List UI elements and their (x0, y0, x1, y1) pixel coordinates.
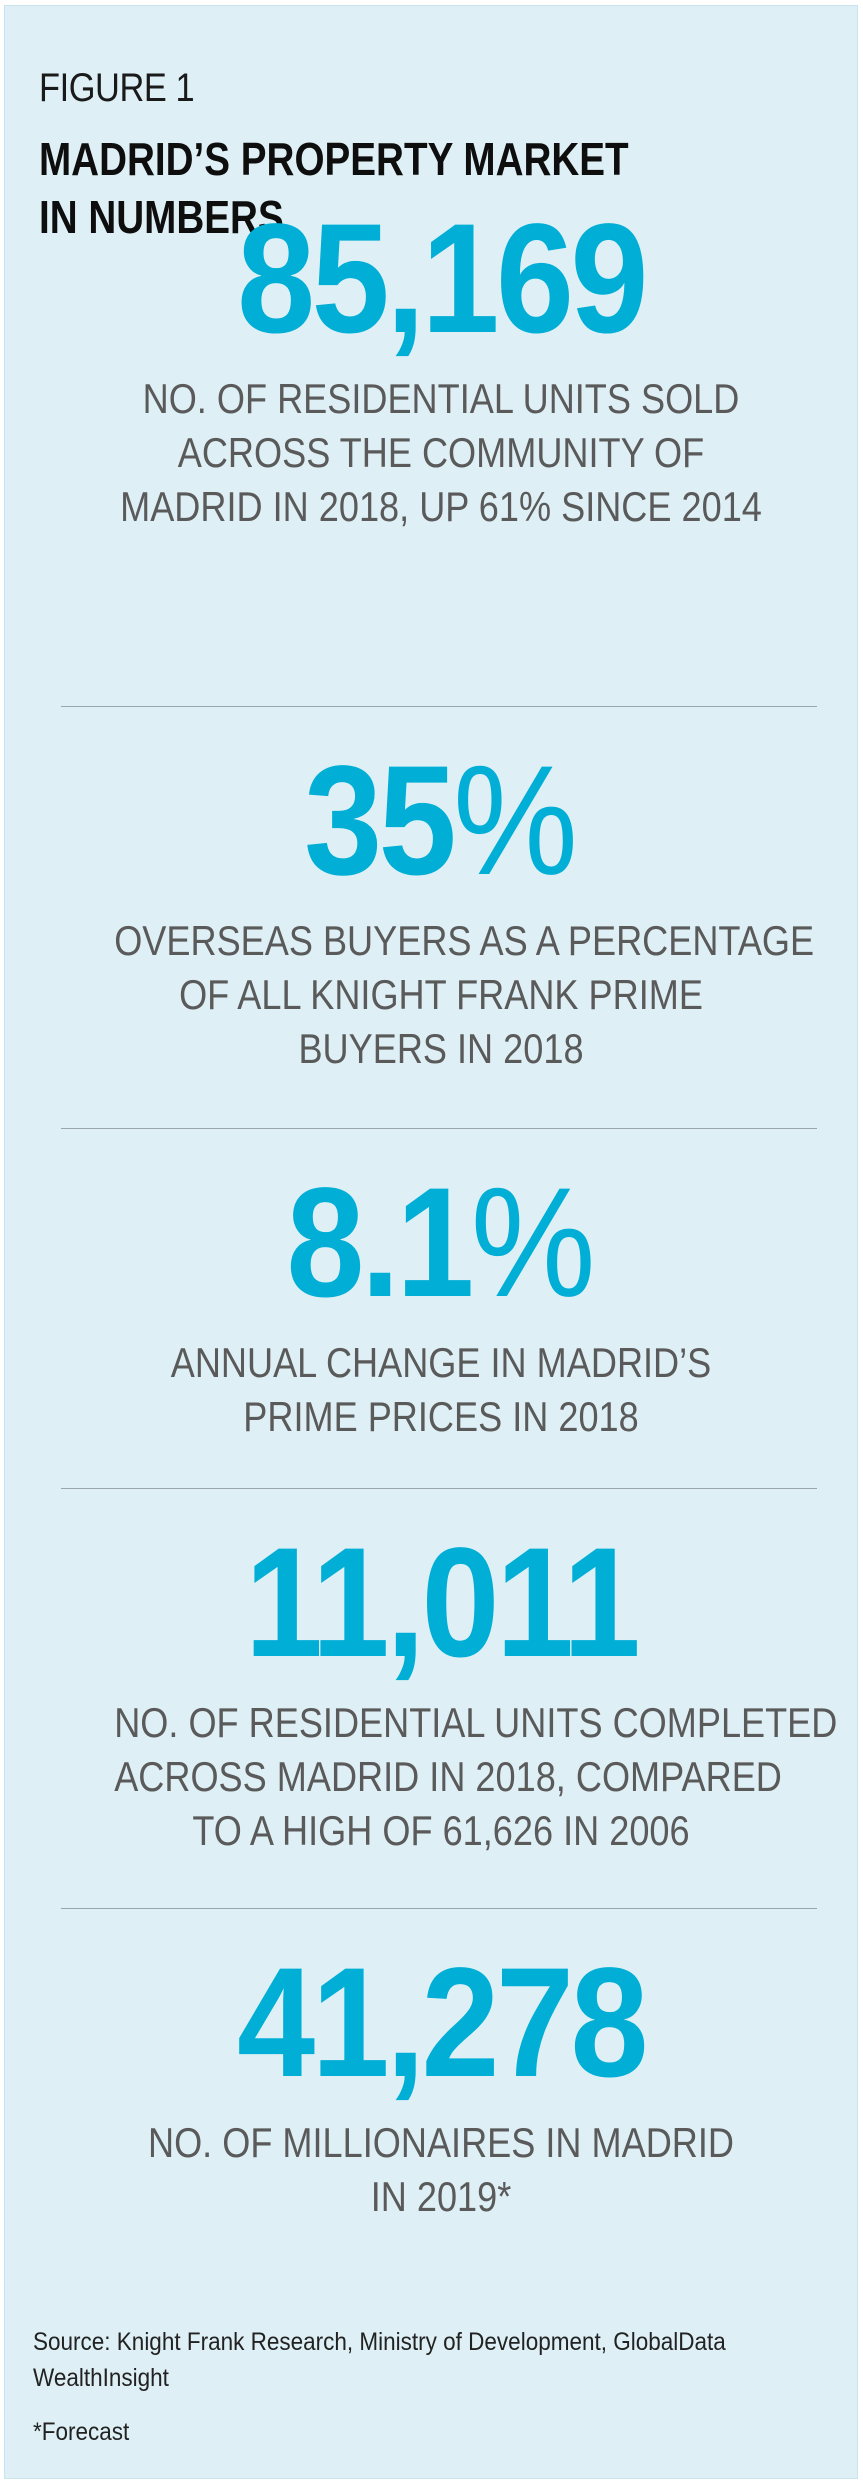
stat-description-line: NO. OF MILLIONAIRES IN MADRID (147, 2119, 735, 2166)
stat-description-line: NO. OF RESIDENTIAL UNITS COMPLETED (114, 1699, 838, 1746)
stat-units-completed: 11,011 NO. OF RESIDENTIAL UNITS COMPLETE… (61, 1525, 838, 1858)
footnote: *Forecast (33, 2418, 130, 2446)
divider (61, 1128, 817, 1129)
figure-label: FIGURE 1 (39, 66, 195, 110)
stat-description-line: ACROSS THE COMMUNITY OF (177, 429, 705, 476)
stat-description: NO. OF RESIDENTIAL UNITS SOLD ACROSS THE… (114, 372, 768, 534)
divider (61, 706, 817, 707)
infographic-panel: FIGURE 1 MADRID’S PROPERTY MARKET IN NUM… (4, 5, 858, 2479)
stat-value: 8.1% (99, 1165, 783, 1321)
stat-value: 35% (99, 743, 783, 899)
stat-description-line: MADRID IN 2018, UP 61% SINCE 2014 (120, 483, 762, 530)
stat-description-line: NO. OF RESIDENTIAL UNITS SOLD (142, 375, 740, 422)
stat-description-line: OVERSEAS BUYERS AS A PERCENTAGE (114, 917, 815, 964)
divider (61, 1908, 817, 1909)
stat-number: 11,011 (244, 1516, 641, 1690)
stat-overseas-buyers: 35% OVERSEAS BUYERS AS A PERCENTAGE OF A… (61, 743, 821, 1076)
stat-value: 85,169 (99, 201, 783, 357)
figure-title-line: MADRID’S PROPERTY MARKET (39, 133, 629, 185)
figure-title: MADRID’S PROPERTY MARKET IN NUMBERS (39, 130, 629, 246)
stat-value: 11,011 (99, 1525, 783, 1681)
stat-description-line: PRIME PRICES IN 2018 (243, 1393, 639, 1440)
stat-millionaires: 41,278 NO. OF MILLIONAIRES IN MADRID IN … (61, 1945, 821, 2224)
stat-description: NO. OF RESIDENTIAL UNITS COMPLETED ACROS… (114, 1696, 838, 1858)
stat-description: ANNUAL CHANGE IN MADRID’S PRIME PRICES I… (114, 1336, 768, 1444)
percent-sign: % (453, 734, 578, 908)
stat-units-sold: 85,169 NO. OF RESIDENTIAL UNITS SOLD ACR… (61, 201, 821, 534)
stat-description-line: IN 2019* (370, 2173, 512, 2220)
stat-number: 8.1 (286, 1156, 474, 1330)
stat-description-line: OF ALL KNIGHT FRANK PRIME (179, 971, 703, 1018)
stat-description-line: TO A HIGH OF 61,626 IN 2006 (192, 1807, 690, 1854)
stat-description: OVERSEAS BUYERS AS A PERCENTAGE OF ALL K… (114, 914, 815, 1076)
source-note: Source: Knight Frank Research, Ministry … (33, 2328, 726, 2392)
figure-title-line: IN NUMBERS (39, 191, 284, 243)
stat-number: 85,169 (237, 192, 648, 366)
stat-description-line: ACROSS MADRID IN 2018, COMPARED (114, 1753, 782, 1800)
stat-description-line: BUYERS IN 2018 (298, 1025, 584, 1072)
percent-sign: % (470, 1156, 596, 1330)
stat-number: 41,278 (237, 1936, 648, 2110)
stat-description-line: ANNUAL CHANGE IN MADRID’S (170, 1339, 712, 1386)
divider (61, 1488, 817, 1489)
stat-value: 41,278 (99, 1945, 783, 2101)
stat-description: NO. OF MILLIONAIRES IN MADRID IN 2019* (114, 2116, 768, 2224)
stat-prime-prices: 8.1% ANNUAL CHANGE IN MADRID’S PRIME PRI… (61, 1165, 821, 1444)
stat-number: 35 (304, 734, 457, 908)
